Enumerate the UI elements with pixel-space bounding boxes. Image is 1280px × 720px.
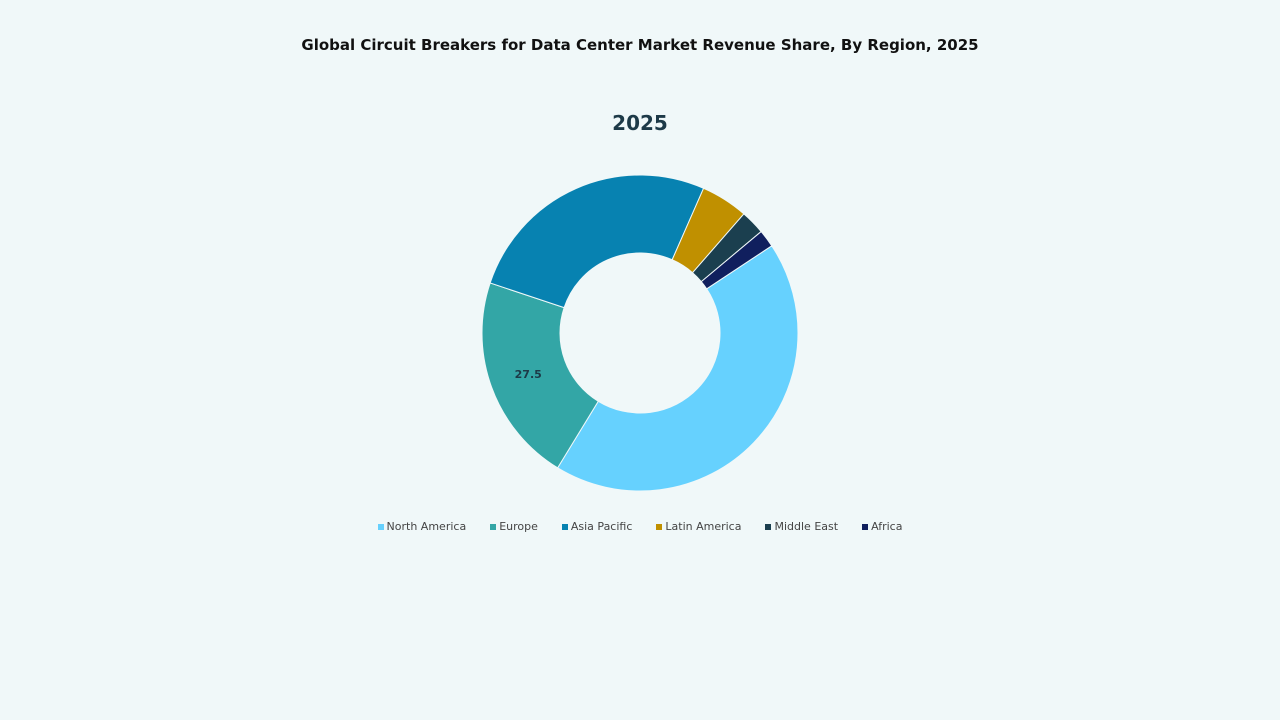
legend-item: Africa	[862, 520, 902, 533]
legend-item: Asia Pacific	[561, 520, 633, 533]
slice-north-america	[556, 245, 799, 492]
legend-swatch	[656, 523, 663, 530]
slice-asia-pacific	[489, 174, 705, 309]
slice-africa	[700, 230, 773, 290]
chart-subtitle: 2025	[612, 111, 668, 135]
legend-item: Europe	[490, 520, 538, 533]
legend-label: North America	[386, 520, 467, 533]
legend-label: Africa	[871, 520, 903, 533]
slice-europe	[481, 282, 599, 469]
legend-swatch	[862, 523, 869, 530]
legend-swatch	[377, 523, 384, 530]
legend-swatch	[765, 523, 772, 530]
chart-title: Global Circuit Breakers for Data Center …	[301, 36, 979, 54]
legend-swatch	[561, 523, 568, 530]
legend-label: Europe	[499, 520, 538, 533]
legend: North America Europe Asia Pacific Latin Ame…	[0, 520, 1280, 533]
legend-label: Asia Pacific	[570, 520, 633, 533]
legend-item: Latin America	[656, 520, 741, 533]
data-label: 27.5	[515, 368, 542, 381]
legend-item: Middle East	[765, 520, 838, 533]
legend-label: Middle East	[774, 520, 839, 533]
legend-label: Latin America	[665, 520, 742, 533]
legend-item: North America	[377, 520, 467, 533]
legend-swatch	[490, 523, 497, 530]
